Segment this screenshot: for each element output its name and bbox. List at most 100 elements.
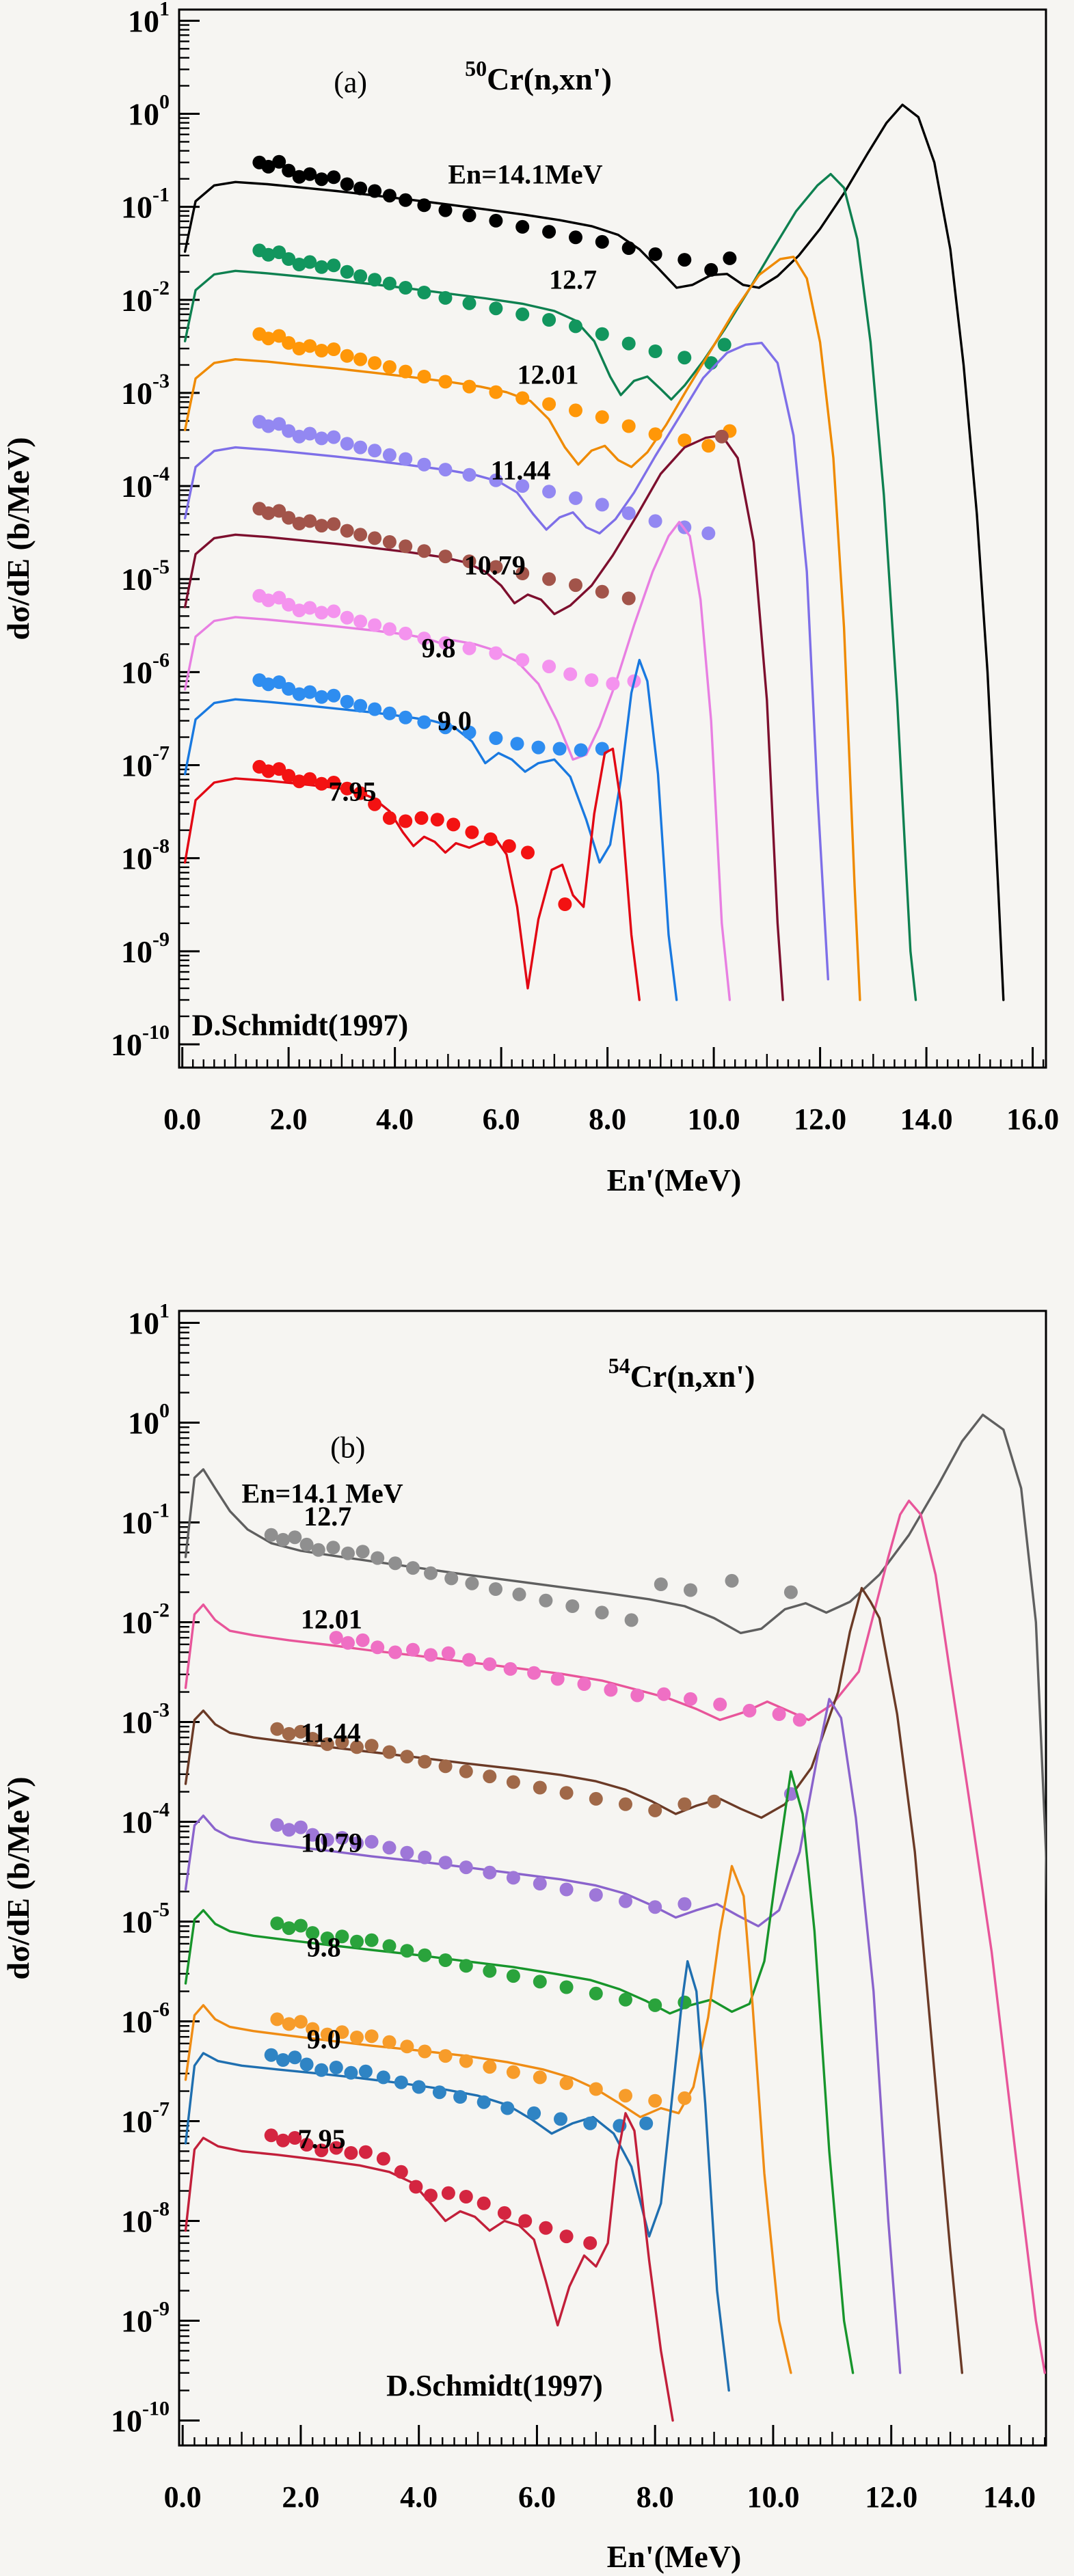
data-point-12.01 [483, 1770, 497, 1784]
data-point-11.44 [621, 506, 636, 520]
data-point-11.44 [282, 424, 296, 438]
data-point-12.01 [293, 1724, 308, 1739]
model-curve-12.01 [184, 1586, 963, 2374]
data-point-12.01 [314, 344, 329, 357]
data-point-11.44 [515, 479, 530, 493]
data-point-9.8 [506, 2065, 520, 2079]
data-point-9.8 [320, 2027, 334, 2042]
data-point-7.95 [327, 776, 341, 789]
data-point-9.0 [639, 2116, 654, 2130]
energy-label-12.01: 12.01 [517, 359, 578, 390]
data-point-12.01 [701, 439, 716, 453]
series-9.8 [183, 521, 731, 1001]
data-point-10.79 [382, 1939, 397, 1953]
data-point-12.7 [314, 260, 329, 274]
data-point-9.8 [417, 632, 431, 646]
data-point-12.01 [595, 410, 609, 424]
data-point-9.0 [382, 706, 397, 720]
data-point-11.44 [303, 426, 317, 441]
data-point-11.44 [320, 1832, 334, 1847]
data-point-9.8 [327, 604, 341, 619]
energy-label-7.95: 7.95 [298, 2124, 346, 2154]
data-point-11.44 [438, 463, 453, 477]
x-tick-label: 2.0 [270, 1102, 308, 1136]
data-point-9.8 [585, 673, 599, 688]
data-point-9.8 [533, 2070, 547, 2085]
data-point-12.7 [282, 252, 296, 266]
data-point-9.8 [399, 626, 413, 640]
data-point-12.01 [462, 379, 476, 394]
data-point-14.1 [299, 1537, 314, 1551]
data-point-12.7 [329, 1631, 343, 1645]
data-point-11.44 [292, 429, 306, 444]
data-point-10.79 [714, 429, 729, 444]
data-point-10.79 [368, 531, 382, 545]
data-point-10.79 [282, 1921, 296, 1936]
plot-frame [178, 8, 1047, 1069]
y-tick-label: 10-2 [121, 277, 170, 318]
data-point-14.1 [595, 234, 609, 249]
series-7.95 [183, 747, 641, 1001]
data-point-10.79 [569, 578, 582, 593]
data-point-9.8 [282, 2017, 296, 2031]
data-point-9.8 [489, 646, 503, 660]
data-point-7.95 [430, 813, 444, 827]
data-point-9.8 [364, 2029, 379, 2044]
x-axis: 0.0 2.0 4.0 6.0 8.0 10.0 12.0 14.0 [164, 2425, 1046, 2514]
data-point-7.95 [414, 811, 429, 825]
data-point-10.79 [382, 535, 397, 549]
model-curve-12.7 [184, 1500, 1046, 2374]
data-point-11.44 [364, 1834, 379, 1849]
data-point-14.1 [276, 1532, 290, 1547]
data-point-9.0 [453, 2090, 468, 2104]
data-point-14.1 [388, 1556, 403, 1571]
data-point-9.8 [382, 622, 397, 636]
energy-label-9.0: 9.0 [438, 705, 472, 736]
data-point-7.95 [459, 2190, 473, 2204]
data-point-7.95 [314, 2143, 329, 2158]
data-point-12.01 [340, 349, 354, 363]
data-point-9.8 [400, 2039, 414, 2054]
data-point-10.79 [438, 550, 453, 564]
data-point-14.1 [355, 1545, 370, 1559]
data-point-9.8 [559, 2076, 574, 2090]
data-point-10.79 [515, 567, 530, 580]
data-point-14.1 [417, 198, 431, 213]
data-point-9.0 [595, 742, 609, 756]
panel-a: 101 100 10-1 10-2 10-3 10-4 10-5 10-6 10-7 10-8 10… [1, 0, 1059, 1197]
data-point-14.1 [264, 1528, 278, 1542]
data-point-9.8 [589, 2082, 603, 2096]
data-point-12.7 [527, 1666, 541, 1680]
data-point-12.01 [320, 1737, 334, 1751]
data-point-11.44 [542, 485, 556, 499]
x-tick-label: 10.0 [688, 1102, 740, 1136]
data-point-14.1 [371, 1551, 385, 1565]
data-point-12.01 [261, 331, 276, 346]
data-point-12.01 [589, 1791, 603, 1806]
data-point-12.01 [542, 397, 556, 411]
data-point-9.0 [554, 2112, 567, 2126]
data-point-12.7 [515, 307, 530, 321]
data-point-11.44 [595, 498, 609, 512]
data-point-9.0 [527, 2106, 541, 2120]
x-tick-label: 12.0 [794, 1102, 846, 1136]
data-point-10.79 [270, 1916, 284, 1931]
data-point-9.0 [476, 2095, 491, 2109]
data-point-14.1 [783, 1585, 798, 1599]
data-point-14.1 [595, 1605, 609, 1620]
x-tick-label: 8.0 [589, 1102, 626, 1136]
data-point-10.79 [353, 528, 368, 542]
data-point-10.79 [261, 506, 276, 520]
data-point-14.1 [314, 172, 329, 187]
data-point-12.7 [630, 1688, 645, 1703]
data-point-9.8 [483, 2060, 497, 2074]
series-7.95 [184, 2112, 674, 2422]
series-11.44 [184, 1698, 902, 2374]
data-point-14.1 [353, 181, 368, 195]
data-point-10.79 [459, 1959, 473, 1973]
data-point-12.7 [489, 301, 503, 316]
y-tick-label: 10-4 [121, 1799, 170, 1840]
energy-label-9.0: 9.0 [307, 2024, 341, 2055]
data-point-12.01 [400, 1750, 414, 1764]
